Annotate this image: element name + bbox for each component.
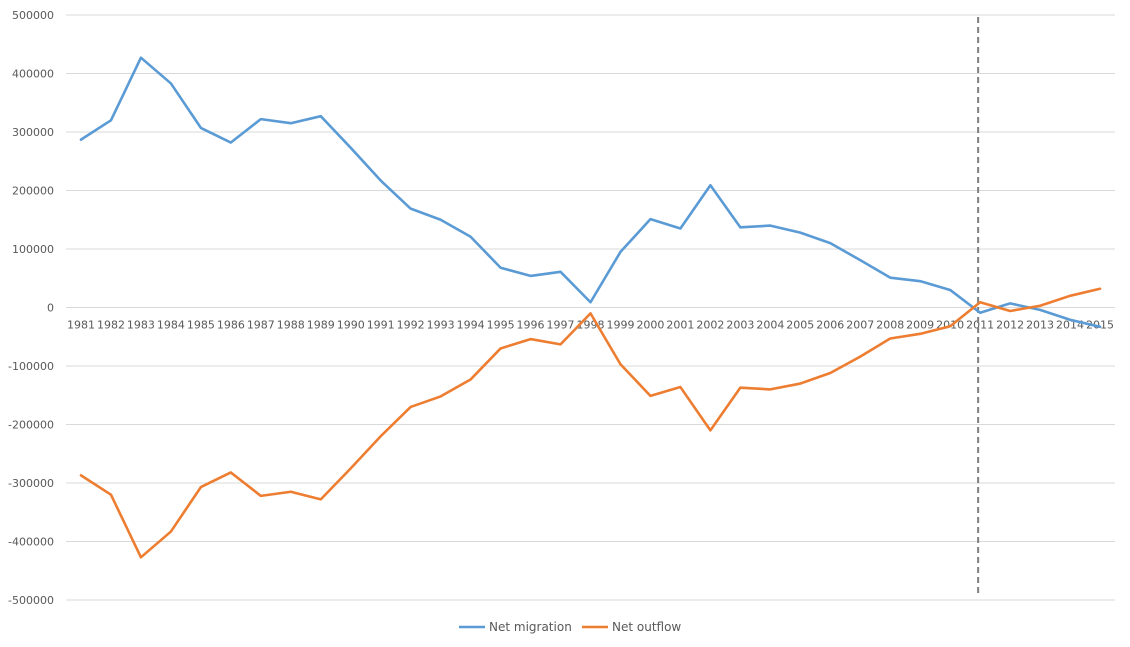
x-tick-label: 2000 <box>636 319 664 332</box>
x-tick-label: 1997 <box>547 319 575 332</box>
series-line-net-outflow <box>79 287 1102 559</box>
x-tick-label: 2001 <box>666 319 694 332</box>
x-tick-label: 1990 <box>337 319 365 332</box>
x-tick-label: 1983 <box>127 319 155 332</box>
x-tick-label: 2003 <box>726 319 754 332</box>
y-tick-label: 400000 <box>12 68 54 81</box>
x-tick-label: 1984 <box>157 319 185 332</box>
x-tick-label: 2006 <box>816 319 844 332</box>
x-tick-label: 1989 <box>307 319 335 332</box>
y-tick-label: -300000 <box>8 477 54 490</box>
x-tick-label: 1999 <box>606 319 634 332</box>
x-tick-label: 2008 <box>876 319 904 332</box>
x-tick-label: 1985 <box>187 319 215 332</box>
y-tick-label: -500000 <box>8 594 54 607</box>
legend: Net migration Net outflow <box>459 620 681 634</box>
x-tick-label: 1982 <box>97 319 125 332</box>
y-axis: 500000 400000 300000 200000 100000 0 -100000 -2… <box>8 9 54 607</box>
x-tick-label: 1992 <box>397 319 425 332</box>
x-tick-label: 1994 <box>457 319 485 332</box>
y-tick-label: -200000 <box>8 419 54 432</box>
x-tick-label: 2013 <box>1026 319 1054 332</box>
x-tick-label: 1988 <box>277 319 305 332</box>
legend-label: Net outflow <box>612 620 681 634</box>
y-tick-label: -400000 <box>8 536 54 549</box>
plot-area <box>79 17 1102 597</box>
x-tick-label: 1981 <box>67 319 95 332</box>
x-tick-label: 1996 <box>517 319 545 332</box>
y-tick-label: 200000 <box>12 185 54 198</box>
gridlines <box>66 14 1115 601</box>
x-tick-label: 1993 <box>427 319 455 332</box>
x-tick-label: 1987 <box>247 319 275 332</box>
x-tick-label: 2007 <box>846 319 874 332</box>
x-tick-label: 2005 <box>786 319 814 332</box>
x-tick-label: 2011 <box>966 319 994 332</box>
x-tick-label: 2015 <box>1086 319 1114 332</box>
x-tick-label: 1991 <box>367 319 395 332</box>
y-tick-label: 500000 <box>12 9 54 22</box>
x-tick-label: 2002 <box>696 319 724 332</box>
x-tick-label: 2012 <box>996 319 1024 332</box>
x-tick-label: 1986 <box>217 319 245 332</box>
x-tick-label: 2009 <box>906 319 934 332</box>
x-tick-label: 1995 <box>487 319 515 332</box>
y-tick-label: 0 <box>47 302 54 315</box>
y-tick-label: -100000 <box>8 360 54 373</box>
y-tick-label: 300000 <box>12 126 54 139</box>
legend-label: Net migration <box>489 620 572 634</box>
series-line-net-migration <box>79 56 1102 329</box>
y-tick-label: 100000 <box>12 243 54 256</box>
x-tick-label: 2004 <box>756 319 784 332</box>
